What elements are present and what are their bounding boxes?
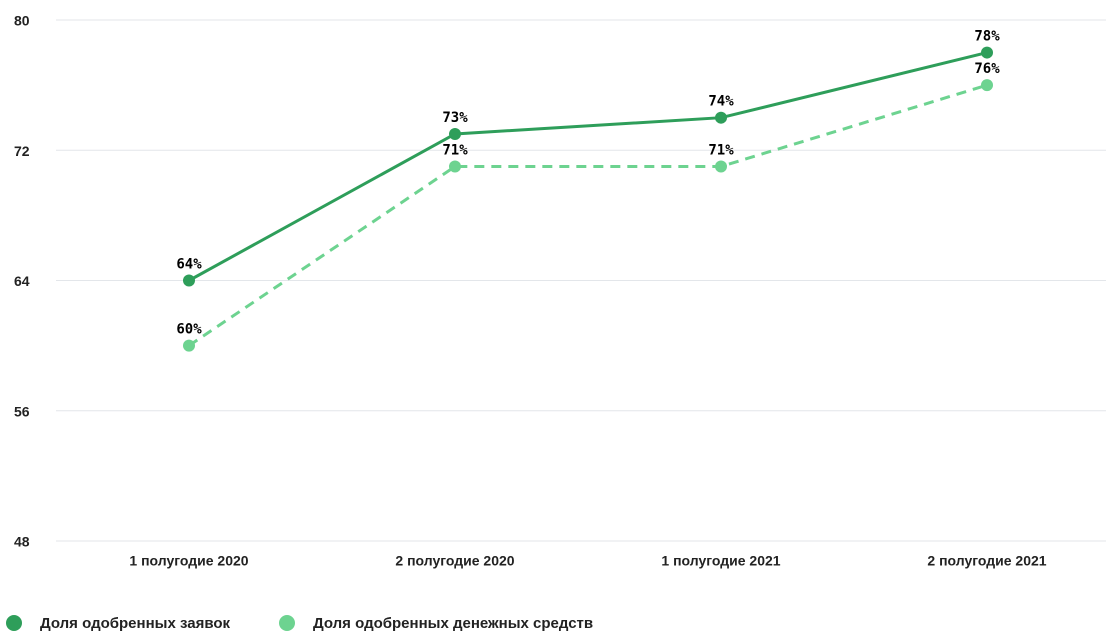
y-tick-label: 80 — [14, 13, 30, 29]
legend-label: Доля одобренных заявок — [40, 615, 231, 631]
y-tick-label: 72 — [14, 143, 30, 159]
data-point — [981, 46, 993, 59]
series-line — [188, 51, 988, 282]
data-point — [183, 339, 195, 352]
data-point — [449, 127, 461, 140]
value-label: 76% — [974, 61, 1000, 77]
value-label: 78% — [974, 29, 1000, 45]
value-label: 71% — [442, 143, 468, 159]
data-point — [449, 160, 461, 173]
x-tick-label: 2 полугодие 2021 — [927, 553, 1046, 569]
value-label: 64% — [176, 257, 202, 273]
y-tick-label: 56 — [14, 403, 30, 419]
y-tick-label: 48 — [14, 534, 30, 550]
data-point — [715, 160, 727, 173]
data-point — [981, 79, 993, 92]
x-tick-label: 1 полугодие 2020 — [129, 553, 248, 569]
value-label: 60% — [176, 322, 202, 338]
data-point — [715, 111, 727, 124]
series-line — [188, 83, 988, 347]
data-point — [183, 274, 195, 287]
legend-marker — [6, 615, 22, 631]
value-label: 73% — [442, 110, 468, 126]
y-tick-label: 64 — [14, 273, 30, 289]
legend-marker — [279, 615, 295, 631]
legend-label: Доля одобренных денежных средств — [313, 615, 593, 631]
x-tick-label: 2 полугодие 2020 — [395, 553, 514, 569]
value-label: 71% — [708, 143, 734, 159]
x-tick-label: 1 полугодие 2021 — [661, 553, 780, 569]
value-label: 74% — [708, 94, 734, 110]
